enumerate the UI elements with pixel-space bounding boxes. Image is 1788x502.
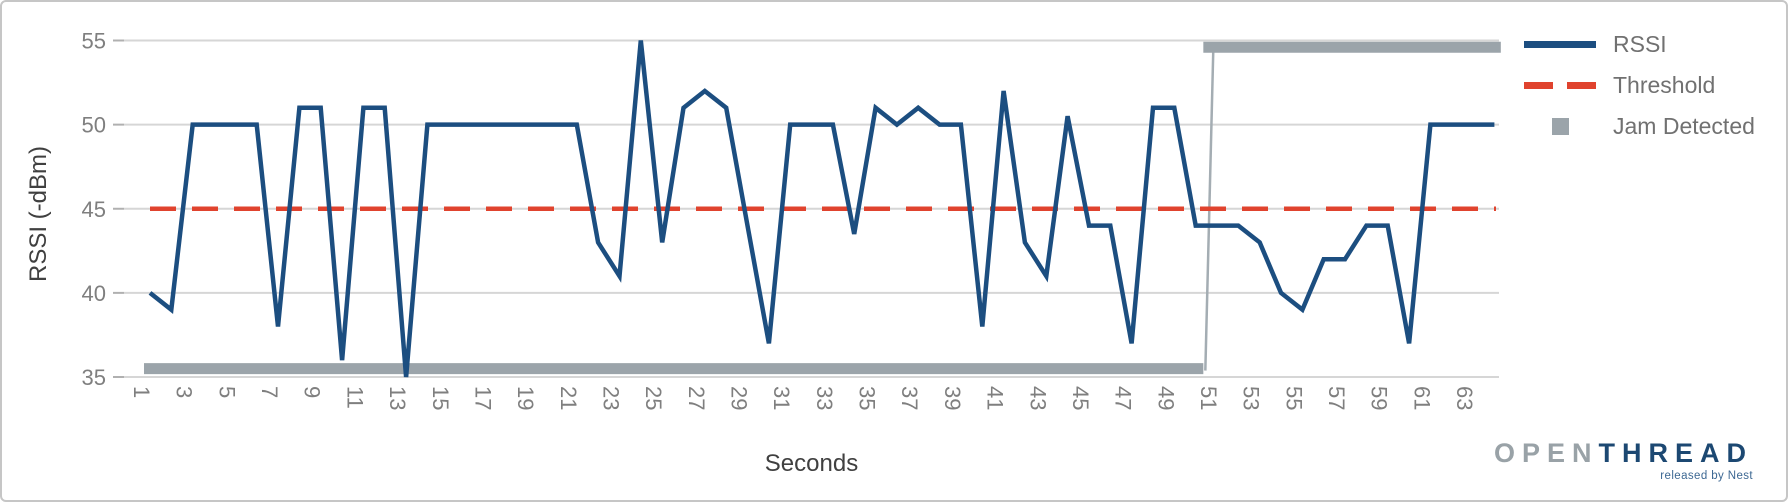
- x-tick-label: 51: [1196, 386, 1221, 410]
- y-tick-label: 50: [82, 113, 106, 138]
- legend-label-rssi: RSSI: [1613, 31, 1667, 57]
- x-tick-label: 29: [727, 386, 752, 410]
- x-axis-title: Seconds: [764, 450, 859, 477]
- x-tick-label: 21: [556, 386, 581, 410]
- x-tick-label: 35: [855, 386, 880, 410]
- x-tick-label: 31: [769, 386, 794, 410]
- rssi-line-swatch-icon: [1524, 41, 1596, 48]
- x-tick-label: 1: [129, 386, 154, 398]
- x-tick-label: 3: [172, 386, 197, 398]
- x-tick-label: 39: [940, 386, 965, 410]
- x-tick-label: 45: [1068, 386, 1093, 410]
- x-tick-label: 11: [342, 386, 367, 409]
- x-tick-label: 61: [1409, 386, 1434, 410]
- y-axis-title: RSSI (-dBm): [25, 145, 52, 283]
- logo-tagline: released by Nest: [1660, 470, 1753, 482]
- x-tick-label: 53: [1239, 386, 1264, 410]
- x-tick-label: 41: [983, 386, 1008, 410]
- x-tick-label: 15: [428, 386, 453, 410]
- logo-open-text: OPEN: [1493, 438, 1599, 468]
- x-tick-label: 37: [897, 386, 922, 410]
- x-tick-label: 19: [513, 386, 538, 410]
- y-tick-label: 45: [82, 197, 106, 222]
- x-tick-label: 57: [1324, 386, 1349, 410]
- legend-item-rssi: RSSI: [1524, 24, 1774, 65]
- rssi-series-line: [148, 40, 1495, 378]
- y-tick-label: 55: [82, 29, 106, 54]
- x-tick-label: 59: [1367, 386, 1392, 410]
- x-tick-label: 33: [812, 386, 837, 410]
- x-tick-label: 25: [641, 386, 666, 410]
- x-tick-label: 5: [214, 386, 239, 398]
- y-tick-label: 40: [82, 281, 106, 306]
- openthread-wordmark: OPENTHREAD: [1494, 440, 1753, 467]
- y-tick-label: 35: [82, 365, 106, 390]
- x-tick-label: 63: [1452, 386, 1477, 410]
- chart-legend: RSSI Threshold Jam Detected: [1524, 24, 1774, 147]
- threshold-dash-swatch-icon: [1524, 82, 1596, 89]
- x-tick-label: 27: [684, 386, 709, 410]
- x-tick-label: 7: [257, 386, 282, 398]
- x-tick-label: 9: [300, 386, 325, 398]
- legend-item-threshold: Threshold: [1524, 65, 1774, 106]
- x-tick-label: 13: [385, 386, 410, 410]
- x-tick-label: 55: [1281, 386, 1306, 410]
- openthread-logo: OPENTHREAD released by Nest: [1494, 440, 1753, 483]
- legend-label-jam: Jam Detected: [1613, 113, 1755, 139]
- x-tick-label: 23: [598, 386, 623, 410]
- logo-thread-text: THREAD: [1598, 438, 1753, 468]
- x-tick-label: 17: [470, 386, 495, 410]
- legend-item-jam: Jam Detected: [1524, 106, 1774, 147]
- x-tick-label: 47: [1111, 386, 1136, 410]
- x-tick-label: 43: [1025, 386, 1050, 410]
- legend-label-threshold: Threshold: [1613, 72, 1716, 98]
- x-tick-label: 49: [1153, 386, 1178, 410]
- jam-square-swatch-icon: [1524, 118, 1596, 135]
